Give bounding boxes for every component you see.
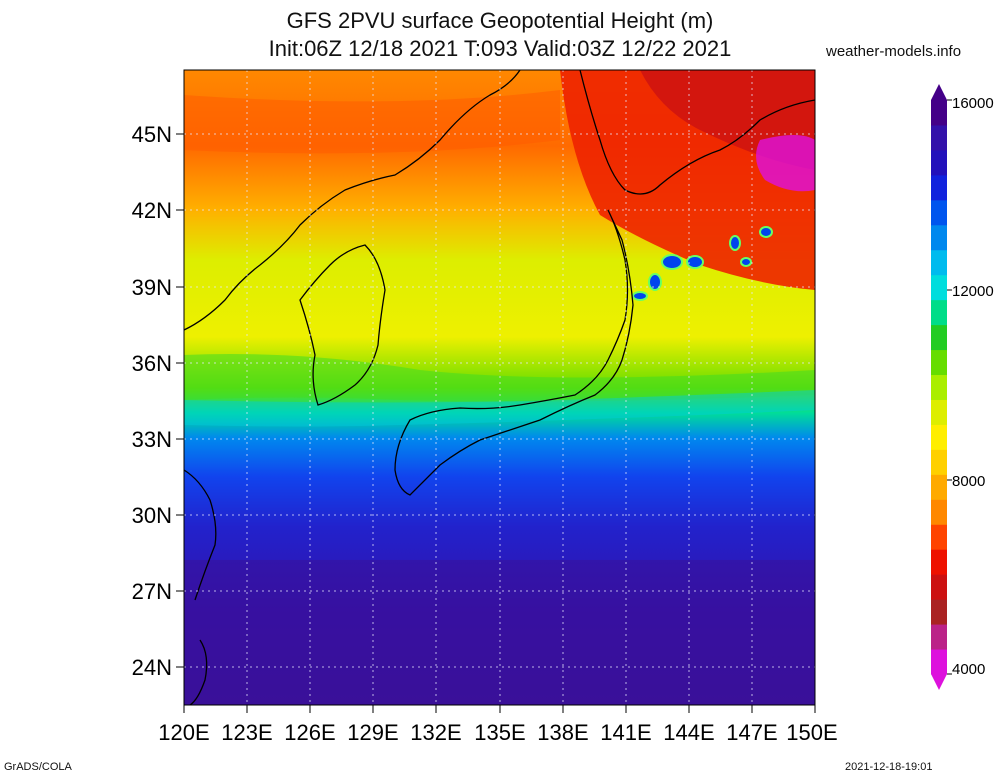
lon-label: 147E — [726, 720, 777, 745]
colorbar-label: 16000 — [952, 95, 994, 112]
colorbar-segment — [931, 624, 947, 650]
colorbar-max-arrow — [931, 84, 947, 100]
lat-label: 39N — [132, 275, 172, 300]
latitude-axis: 45N 42N 39N 36N 33N 30N 27N 24N — [132, 122, 184, 680]
lat-label: 27N — [132, 579, 172, 604]
colorbar-segment — [931, 299, 947, 326]
longitude-axis: 120E 123E 126E 129E 132E 135E 138E 141E … — [158, 705, 838, 745]
map-plot-area — [184, 70, 815, 705]
colorbar-labels: 16000 12000 8000 4000 — [952, 95, 994, 678]
colorbar-segment — [931, 349, 947, 376]
lat-label: 24N — [132, 655, 172, 680]
lat-label: 42N — [132, 198, 172, 223]
gridlines — [184, 70, 815, 705]
colorbar-segment — [931, 249, 947, 276]
map-title: GFS 2PVU surface Geopotential Height (m) — [286, 8, 714, 33]
footer-timestamp: 2021-12-18-19:01 — [845, 761, 933, 773]
lon-label: 123E — [221, 720, 272, 745]
colorbar-segment — [931, 474, 947, 500]
lat-label: 45N — [132, 122, 172, 147]
colorbar-segment — [931, 199, 947, 226]
colorbar-segment — [931, 324, 947, 351]
colorbar — [931, 84, 952, 690]
colorbar-label: 4000 — [952, 661, 985, 678]
colorbar-segment — [931, 449, 947, 475]
colorbar-segment — [931, 524, 947, 550]
colorbar-segment — [931, 124, 947, 151]
lon-label: 129E — [347, 720, 398, 745]
lon-label: 120E — [158, 720, 209, 745]
colorbar-segment — [931, 549, 947, 575]
colorbar-segment — [931, 174, 947, 201]
lon-label: 141E — [600, 720, 651, 745]
credit-text: weather-models.info — [826, 43, 962, 60]
colorbar-segment — [931, 649, 947, 675]
lon-label: 144E — [663, 720, 714, 745]
lon-label: 150E — [786, 720, 837, 745]
colorbar-segment — [931, 374, 947, 400]
colorbar-label: 12000 — [952, 283, 994, 300]
lon-label: 132E — [410, 720, 461, 745]
lat-label: 36N — [132, 351, 172, 376]
lat-label: 33N — [132, 427, 172, 452]
colorbar-min-arrow — [931, 674, 947, 690]
colorbar-label: 8000 — [952, 473, 985, 490]
colorbar-segment — [931, 224, 947, 251]
colorbar-segment — [931, 274, 947, 301]
lon-label: 138E — [537, 720, 588, 745]
colorbar-segment — [931, 149, 947, 176]
lon-label: 126E — [284, 720, 335, 745]
lon-label: 135E — [474, 720, 525, 745]
colorbar-segment — [931, 599, 947, 625]
colorbar-segment — [931, 399, 947, 425]
colorbar-segment — [931, 574, 947, 600]
colorbar-segment — [931, 424, 947, 450]
colorbar-segment — [931, 499, 947, 525]
footer-software-label: GrADS/COLA — [4, 761, 72, 773]
map-subtitle: Init:06Z 12/18 2021 T:093 Valid:03Z 12/2… — [268, 36, 732, 61]
coastlines — [183, 69, 816, 706]
lat-label: 30N — [132, 503, 172, 528]
colorbar-segment — [931, 100, 947, 126]
